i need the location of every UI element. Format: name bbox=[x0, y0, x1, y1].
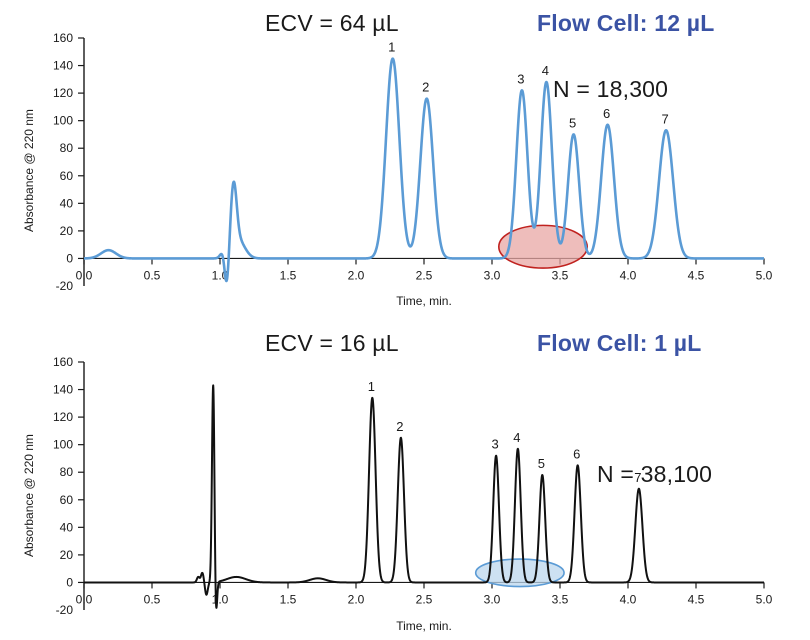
y-tick-label: -20 bbox=[56, 279, 74, 293]
peak-label: 6 bbox=[573, 446, 580, 461]
y-tick-label: 0 bbox=[66, 575, 73, 589]
ecv-label-top: ECV = 64 µL bbox=[265, 10, 399, 36]
x-tick-label: 2.0 bbox=[348, 268, 365, 282]
x-tick-label: 2.5 bbox=[416, 268, 433, 282]
y-tick-label: 20 bbox=[60, 548, 74, 562]
y-axis-title-bottom: Absorbance @ 220 nm bbox=[22, 434, 36, 557]
y-tick-label: 40 bbox=[60, 196, 74, 210]
axes: -20 0 20 40 60 80 100 120 140 160 0.0 0.5 1.0 1.5 2.0 2… bbox=[53, 355, 773, 617]
x-tick-label: 0.5 bbox=[144, 592, 161, 606]
y-tick-label: 100 bbox=[53, 438, 73, 452]
peak-label: 3 bbox=[491, 437, 498, 452]
peak-label: 5 bbox=[538, 456, 545, 471]
y-tick-label: 20 bbox=[60, 224, 74, 238]
x-tick-label: 0.5 bbox=[144, 268, 161, 282]
x-axis-title-bottom: Time, min. bbox=[396, 619, 452, 633]
x-tick-label: 5.0 bbox=[756, 592, 773, 606]
x-tick-label: 5.0 bbox=[756, 268, 773, 282]
chromatogram-figure-top: ECV = 64 µL Flow Cell: 12 µL N = 18,300 … bbox=[22, 10, 773, 309]
plate-count-label-top: N = 18,300 bbox=[553, 76, 669, 102]
x-tick-label: 4.0 bbox=[620, 592, 637, 606]
x-tick-label: 1.0 bbox=[212, 592, 229, 606]
peak-labels: 1 2 3 4 5 6 7 bbox=[388, 40, 669, 131]
peak-label: 6 bbox=[603, 106, 610, 121]
x-tick-label: 3.0 bbox=[484, 592, 501, 606]
y-tick-label: 60 bbox=[60, 493, 74, 507]
y-tick-label: -20 bbox=[56, 603, 74, 617]
coelution-highlight-ellipse bbox=[474, 558, 565, 588]
peak-label: 4 bbox=[513, 430, 520, 445]
x-axis-title-top: Time, min. bbox=[396, 294, 452, 308]
x-tick-label: 3.5 bbox=[552, 268, 569, 282]
flow-cell-label-top: Flow Cell: 12 µL bbox=[537, 10, 715, 36]
peak-label: 4 bbox=[542, 63, 549, 78]
peak-label: 5 bbox=[569, 115, 576, 130]
y-tick-label: 60 bbox=[60, 169, 74, 183]
x-tick-label: 0.0 bbox=[76, 268, 93, 282]
ecv-label-bottom: ECV = 16 µL bbox=[265, 330, 399, 356]
x-tick-label: 2.0 bbox=[348, 592, 365, 606]
plate-count-label-bottom: N = 38,100 bbox=[597, 461, 713, 487]
x-tick-label: 4.0 bbox=[620, 268, 637, 282]
peak-label: 2 bbox=[396, 419, 403, 434]
y-tick-label: 140 bbox=[53, 59, 73, 73]
x-tick-label: 1.5 bbox=[280, 268, 297, 282]
x-tick-label: 0.0 bbox=[76, 592, 93, 606]
y-tick-label: 100 bbox=[53, 114, 73, 128]
coelution-highlight-ellipse bbox=[497, 224, 588, 269]
peak-label: 7 bbox=[634, 470, 641, 485]
y-tick-label: 80 bbox=[60, 465, 74, 479]
y-tick-label: 160 bbox=[53, 355, 73, 369]
x-tick-label: 2.5 bbox=[416, 592, 433, 606]
x-tick-label: 1.5 bbox=[280, 592, 297, 606]
y-tick-label: 0 bbox=[66, 251, 73, 265]
x-tick-label: 3.0 bbox=[484, 268, 501, 282]
x-tick-label: 4.5 bbox=[688, 268, 705, 282]
peak-label: 1 bbox=[388, 40, 395, 55]
y-tick-label: 120 bbox=[53, 86, 73, 100]
y-axis-title-top: Absorbance @ 220 nm bbox=[22, 109, 36, 232]
chromatogram-trace bbox=[84, 384, 764, 609]
flow-cell-label-bottom: Flow Cell: 1 µL bbox=[537, 330, 702, 356]
peak-label: 2 bbox=[422, 80, 429, 95]
y-tick-label: 140 bbox=[53, 383, 73, 397]
y-tick-label: 40 bbox=[60, 520, 74, 534]
y-tick-label: 120 bbox=[53, 410, 73, 424]
x-tick-label: 3.5 bbox=[552, 592, 569, 606]
y-tick-label: 80 bbox=[60, 141, 74, 155]
chromatogram-figure-bottom: ECV = 16 µL Flow Cell: 1 µL N = 38,100 A… bbox=[0, 320, 810, 640]
peak-label: 3 bbox=[517, 71, 524, 86]
x-tick-label: 4.5 bbox=[688, 592, 705, 606]
y-tick-label: 160 bbox=[53, 31, 73, 45]
chromatogram-plot-bottom: -20 0 20 40 60 80 100 120 140 160 0.0 0.5 1.0 1.5 2.0 2… bbox=[53, 355, 773, 617]
peak-label: 1 bbox=[368, 379, 375, 394]
peak-label: 7 bbox=[661, 111, 668, 126]
chromatogram-trace bbox=[84, 57, 764, 283]
